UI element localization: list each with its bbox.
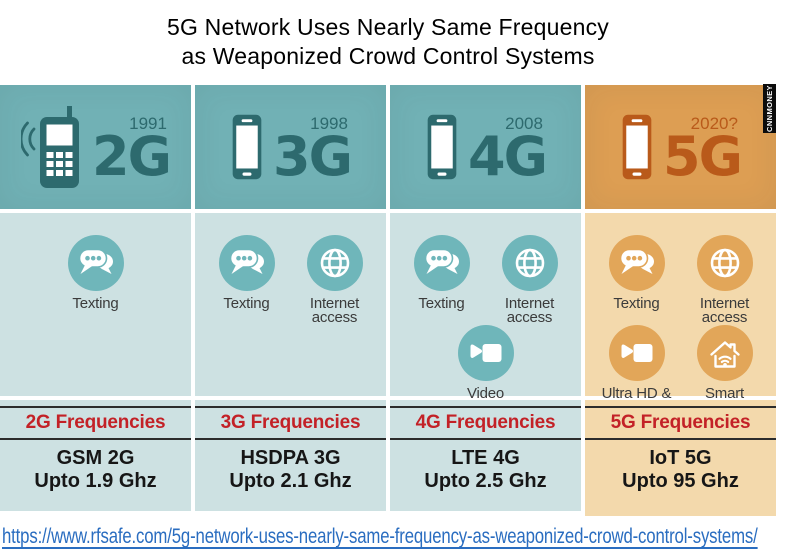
frequency-range: Upto 1.9 Ghz xyxy=(34,470,157,492)
column-5g: 2020? 5G Texting Internet access Ultra H… xyxy=(585,85,776,516)
frequencies-2g: 2G Frequencies GSM 2G Upto 1.9 Ghz xyxy=(0,400,191,511)
frequencies-4g: 4G Frequencies LTE 4G Upto 2.5 Ghz xyxy=(390,400,581,511)
divider-line xyxy=(195,406,386,408)
feature-label: Internet access xyxy=(309,295,360,326)
year-label: 1991 xyxy=(129,113,167,133)
video-camera-icon xyxy=(457,325,514,381)
divider-line xyxy=(390,438,581,440)
title-line-2: as Weaponized Crowd Control Systems xyxy=(181,43,595,69)
source-url-row: https://www.rfsafe.com/5g-network-uses-n… xyxy=(2,524,799,549)
feature-item: Internet access xyxy=(486,235,574,325)
feature-label: Texting xyxy=(72,295,119,312)
generation-header-3g: 1998 3G xyxy=(195,85,386,209)
divider-line xyxy=(390,406,581,408)
divider-line xyxy=(0,438,191,440)
frequency-standard: IoT 5G xyxy=(649,447,712,469)
year-label: 2020? xyxy=(690,113,738,133)
texting-icon xyxy=(218,235,275,291)
feature-label: Texting xyxy=(223,295,270,312)
source-link[interactable]: https://www.rfsafe.com/5g-network-uses-n… xyxy=(2,524,758,548)
texting-icon xyxy=(67,235,124,291)
divider-line xyxy=(195,438,386,440)
frequencies-header: 4G Frequencies xyxy=(415,412,556,433)
feature-label: Texting xyxy=(418,295,465,312)
generation-header-5g: 2020? 5G xyxy=(585,85,776,209)
network-generations-infographic: 1991 2G Texting 2G Frequencies GSM 2G Up… xyxy=(0,85,776,516)
feature-item: Texting xyxy=(593,235,681,325)
features-3g: Texting Internet access xyxy=(195,213,386,396)
column-4g: 2008 4G Texting Internet access Video xyxy=(390,85,581,516)
frequency-range: Upto 2.1 Ghz xyxy=(229,470,352,492)
title-line-1: 5G Network Uses Nearly Same Frequency xyxy=(167,14,609,40)
feature-item: Texting xyxy=(398,235,486,325)
smartphone-icon xyxy=(622,114,652,180)
generation-label: 5G xyxy=(663,124,743,188)
feature-item: Texting xyxy=(203,235,291,325)
frequency-range: Upto 95 Ghz xyxy=(622,470,739,492)
video-camera-icon xyxy=(608,325,665,381)
generation-label: 4G xyxy=(468,124,548,188)
feature-item: Internet access xyxy=(681,235,769,325)
feature-item: Video xyxy=(442,325,530,415)
texting-icon xyxy=(413,235,470,291)
features-2g: Texting xyxy=(0,213,191,396)
year-label: 1998 xyxy=(310,113,348,133)
frequencies-header: 5G Frequencies xyxy=(610,412,751,433)
generation-header-2g: 1991 2G xyxy=(0,85,191,209)
divider-line xyxy=(585,406,776,408)
divider-line xyxy=(585,438,776,440)
frequency-range: Upto 2.5 Ghz xyxy=(424,470,547,492)
frequencies-3g: 3G Frequencies HSDPA 3G Upto 2.1 Ghz xyxy=(195,400,386,511)
divider-line xyxy=(0,406,191,408)
smart-home-icon xyxy=(696,325,753,381)
smartphone-icon xyxy=(427,114,457,180)
texting-icon xyxy=(608,235,665,291)
feature-label: Video xyxy=(466,385,505,402)
frequency-standard: GSM 2G xyxy=(56,447,135,469)
cnnmoney-watermark: CNNMONEY xyxy=(763,84,776,133)
feature-phone-icon xyxy=(21,105,81,189)
year-label: 2008 xyxy=(505,113,543,133)
internet-access-icon xyxy=(501,235,558,291)
frequency-standard: LTE 4G xyxy=(451,447,520,469)
column-2g: 1991 2G Texting 2G Frequencies GSM 2G Up… xyxy=(0,85,191,516)
page-title: 5G Network Uses Nearly Same Frequency as… xyxy=(0,13,776,71)
frequency-standard: HSDPA 3G xyxy=(240,447,341,469)
column-3g: 1998 3G Texting Internet access 3G Frequ… xyxy=(195,85,386,516)
internet-access-icon xyxy=(306,235,363,291)
feature-item: Texting xyxy=(52,235,140,325)
generation-label: 2G xyxy=(92,124,172,188)
feature-label: Internet access xyxy=(699,295,750,326)
feature-label: Texting xyxy=(613,295,660,312)
features-5g: Texting Internet access Ultra HD & 3-D v… xyxy=(585,213,776,415)
frequencies-5g: 5G Frequencies IoT 5G Upto 95 Ghz xyxy=(585,400,776,516)
frequencies-header: 2G Frequencies xyxy=(25,412,166,433)
feature-item: Internet access xyxy=(291,235,379,325)
frequencies-header: 3G Frequencies xyxy=(220,412,361,433)
generation-label: 3G xyxy=(273,124,353,188)
generation-header-4g: 2008 4G xyxy=(390,85,581,209)
features-4g: Texting Internet access Video xyxy=(390,213,581,401)
smartphone-icon xyxy=(232,114,262,180)
internet-access-icon xyxy=(696,235,753,291)
feature-label: Internet access xyxy=(504,295,555,326)
